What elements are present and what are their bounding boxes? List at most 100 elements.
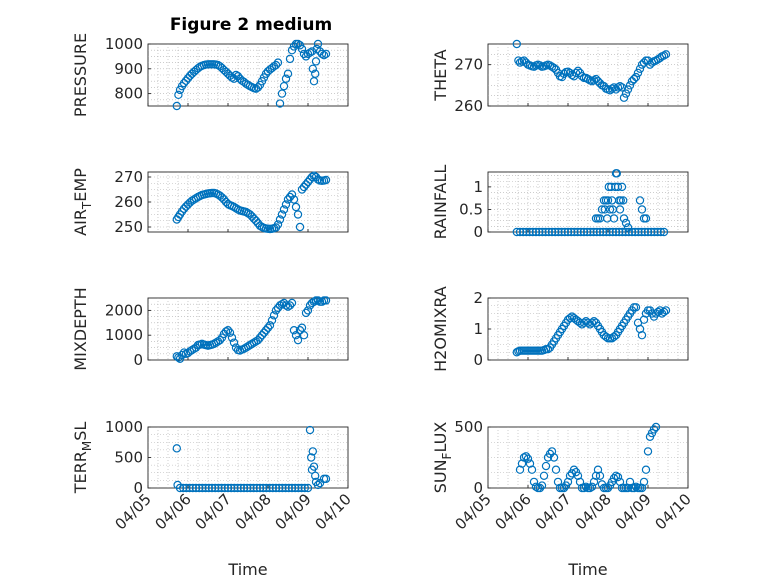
data-point xyxy=(585,483,595,493)
data-point xyxy=(291,483,300,493)
data-point xyxy=(261,326,271,335)
data-point xyxy=(273,58,283,67)
data-point xyxy=(541,461,551,471)
data-point xyxy=(303,177,313,187)
data-point xyxy=(619,196,628,205)
data-point xyxy=(252,483,261,493)
y-axis-label: THETA xyxy=(431,49,450,101)
data-point xyxy=(624,227,634,237)
data-point xyxy=(285,54,295,64)
data-point xyxy=(223,483,233,493)
y-tick-label: 0 xyxy=(133,479,143,497)
data-point xyxy=(175,483,185,493)
data-point xyxy=(281,74,291,83)
data-point xyxy=(255,333,265,342)
data-point xyxy=(311,57,321,66)
data-point xyxy=(236,483,245,493)
y-tick-label: 0 xyxy=(473,479,483,497)
y-tick-label: 260 xyxy=(114,193,143,211)
data-point xyxy=(554,227,563,237)
data-point xyxy=(287,483,297,493)
data-point xyxy=(249,483,258,493)
data-point xyxy=(621,89,631,98)
data-point xyxy=(633,68,643,78)
data-point xyxy=(570,227,579,237)
data-point xyxy=(512,227,522,237)
y-tick-label: 2 xyxy=(473,289,483,307)
data-point xyxy=(317,297,327,306)
data-point xyxy=(178,483,188,493)
data-point xyxy=(275,99,285,108)
data-point xyxy=(214,483,223,493)
data-point xyxy=(295,222,305,232)
data-point xyxy=(621,227,630,237)
data-point xyxy=(535,483,545,493)
data-point xyxy=(271,483,281,493)
data-point xyxy=(551,227,560,237)
data-point xyxy=(311,471,320,480)
data-point xyxy=(311,69,320,78)
data-point xyxy=(604,182,614,192)
data-point xyxy=(204,483,213,493)
data-point xyxy=(179,78,189,88)
y-tick-label: 2000 xyxy=(105,301,143,319)
data-point xyxy=(291,202,301,212)
data-point xyxy=(301,180,311,189)
data-point xyxy=(603,483,613,493)
data-point xyxy=(565,471,575,480)
data-point xyxy=(297,323,307,332)
data-point xyxy=(210,483,220,493)
data-point xyxy=(613,83,623,92)
data-point xyxy=(619,93,629,102)
data-point xyxy=(583,318,593,327)
data-point xyxy=(207,483,217,493)
subplot-5: 0 1000 2000 MIXDEPTH xyxy=(71,287,349,371)
data-point xyxy=(631,482,641,491)
data-point xyxy=(273,220,283,229)
data-point xyxy=(313,480,323,490)
data-point xyxy=(535,61,545,70)
data-point xyxy=(226,483,236,493)
y-tick-label: 0 xyxy=(133,351,143,369)
data-point xyxy=(185,483,194,493)
data-point xyxy=(194,483,204,493)
data-point xyxy=(294,483,303,493)
data-point xyxy=(615,81,625,91)
data-point xyxy=(576,227,586,237)
data-point xyxy=(221,327,231,336)
data-point xyxy=(191,483,201,493)
data-point xyxy=(279,205,289,214)
data-point xyxy=(639,477,649,487)
data-point xyxy=(319,50,329,60)
data-point xyxy=(617,182,627,192)
data-point xyxy=(299,331,309,340)
data-point xyxy=(643,56,653,65)
data-point xyxy=(589,227,598,237)
data-point xyxy=(227,333,237,342)
data-point xyxy=(629,74,639,84)
data-point xyxy=(515,227,525,237)
data-point xyxy=(309,297,319,306)
data-point xyxy=(278,483,287,493)
data-point xyxy=(521,452,531,461)
data-point xyxy=(188,483,197,493)
data-point xyxy=(287,298,297,308)
data-point xyxy=(253,335,263,345)
data-point xyxy=(661,50,671,59)
data-point xyxy=(581,482,591,491)
data-point xyxy=(305,48,315,57)
data-point xyxy=(559,69,569,78)
y-axis-label: TERRMSL xyxy=(71,422,94,495)
data-point xyxy=(643,227,653,237)
data-point xyxy=(538,227,547,237)
data-point xyxy=(659,307,669,317)
data-point xyxy=(619,214,629,223)
data-point xyxy=(297,483,306,493)
data-point xyxy=(573,66,583,76)
data-point xyxy=(602,227,611,237)
y-tick-label: 1000 xyxy=(105,418,143,436)
data-point xyxy=(551,465,561,474)
data-point xyxy=(321,175,331,185)
